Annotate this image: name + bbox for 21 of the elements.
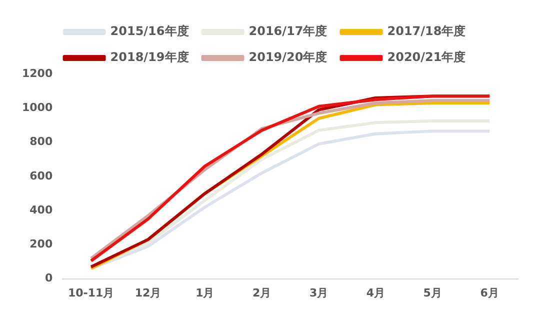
legend-label: 2019/20年度 bbox=[248, 50, 328, 64]
legend-label: 2020/21年度 bbox=[387, 50, 466, 64]
legend-label: 2018/19年度 bbox=[110, 50, 189, 64]
x-tick-label: 10-11月 bbox=[68, 286, 114, 300]
legend-label: 2015/16年度 bbox=[110, 24, 189, 38]
y-tick-label: 600 bbox=[30, 169, 53, 182]
x-tick-label: 12月 bbox=[134, 286, 162, 300]
x-tick-label: 6月 bbox=[480, 286, 499, 300]
x-tick-label: 2月 bbox=[252, 286, 272, 300]
x-tick-label: 3月 bbox=[309, 286, 328, 300]
legend-label: 2016/17年度 bbox=[248, 24, 328, 38]
y-tick-label: 200 bbox=[30, 238, 53, 251]
legend-label: 2017/18年度 bbox=[387, 24, 466, 38]
x-tick-label: 5月 bbox=[423, 286, 442, 300]
x-tick-label: 1月 bbox=[196, 286, 214, 300]
y-tick-label: 0 bbox=[44, 272, 53, 285]
y-tick-label: 1200 bbox=[22, 66, 53, 80]
y-tick-label: 800 bbox=[30, 135, 53, 148]
y-tick-label: 1000 bbox=[22, 100, 53, 114]
y-tick-label: 400 bbox=[30, 203, 53, 216]
x-tick-label: 4月 bbox=[366, 286, 386, 300]
